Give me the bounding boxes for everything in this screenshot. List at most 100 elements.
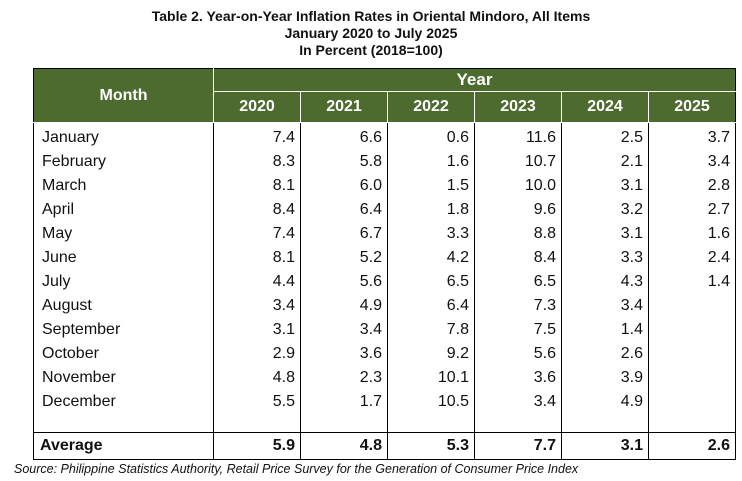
average-value-cell: 2.6 [648,432,736,460]
value-cell: 3.7 [648,122,736,150]
value-cell: 7.8 [387,318,475,342]
average-value-cell: 3.1 [561,432,649,460]
value-cell: 5.6 [474,342,562,366]
average-value-cell: 5.3 [387,432,475,460]
value-cell: 2.5 [561,122,649,150]
value-cell: 3.1 [561,174,649,198]
value-cell: 2.8 [648,174,736,198]
value-cell: 3.4 [561,294,649,318]
month-cell: December [33,390,214,414]
table-row: March 8.1 6.0 1.5 10.0 3.1 2.8 [33,174,736,198]
month-cell: August [33,294,214,318]
value-cell: 2.1 [561,150,649,174]
value-cell: 0.6 [387,122,475,150]
value-cell: 4.9 [561,390,649,414]
value-cell: 3.6 [300,342,388,366]
value-cell: 1.8 [387,198,475,222]
value-cell: 2.9 [213,342,301,366]
value-cell: 6.7 [300,222,388,246]
empty-cell [213,414,301,433]
empty-cell [474,414,562,433]
inflation-table: Month Year 2020 2021 2022 2023 2024 2025 Janu… [33,68,736,460]
value-cell: 7.3 [474,294,562,318]
year-header-2021: 2021 [300,91,388,123]
value-cell [648,294,736,318]
title-line-2: January 2020 to July 2025 [284,25,458,41]
empty-cell [33,414,214,433]
value-cell: 4.8 [213,366,301,390]
empty-cell [561,414,649,433]
average-value-cell: 7.7 [474,432,562,460]
value-cell: 9.6 [474,198,562,222]
value-cell [648,318,736,342]
table-row: December 5.5 1.7 10.5 3.4 4.9 [33,390,736,414]
value-cell: 3.6 [474,366,562,390]
value-cell: 10.0 [474,174,562,198]
value-cell: 2.7 [648,198,736,222]
value-cell: 3.3 [561,246,649,270]
value-cell: 8.3 [213,150,301,174]
value-cell: 3.4 [648,150,736,174]
table-row: October 2.9 3.6 9.2 5.6 2.6 [33,342,736,366]
table-row: September 3.1 3.4 7.8 7.5 1.4 [33,318,736,342]
average-label: Average [33,432,214,460]
value-cell: 7.5 [474,318,562,342]
value-cell [648,390,736,414]
value-cell: 3.4 [213,294,301,318]
value-cell: 3.4 [474,390,562,414]
value-cell: 10.7 [474,150,562,174]
table-title: Table 2. Year-on-Year Inflation Rates in… [0,8,742,59]
value-cell: 1.4 [561,318,649,342]
month-cell: September [33,318,214,342]
value-cell: 2.4 [648,246,736,270]
average-value-cell: 4.8 [300,432,388,460]
value-cell: 4.4 [213,270,301,294]
month-cell: May [33,222,214,246]
table-row: May 7.4 6.7 3.3 8.8 3.1 1.6 [33,222,736,246]
value-cell [648,342,736,366]
value-cell: 1.7 [300,390,388,414]
value-cell: 3.2 [561,198,649,222]
average-value-cell: 5.9 [213,432,301,460]
year-header-row: 2020 2021 2022 2023 2024 2025 [34,91,736,123]
table-row: August 3.4 4.9 6.4 7.3 3.4 [33,294,736,318]
table-row: June 8.1 5.2 4.2 8.4 3.3 2.4 [33,246,736,270]
value-cell: 4.9 [300,294,388,318]
month-cell: January [33,122,214,150]
value-cell: 9.2 [387,342,475,366]
value-cell: 8.1 [213,174,301,198]
table-row: April 8.4 6.4 1.8 9.6 3.2 2.7 [33,198,736,222]
table-row: November 4.8 2.3 10.1 3.6 3.9 [33,366,736,390]
value-cell: 5.2 [300,246,388,270]
year-header-2022: 2022 [387,91,475,123]
value-cell: 6.4 [300,198,388,222]
value-cell: 6.4 [387,294,475,318]
month-cell: March [33,174,214,198]
value-cell: 7.4 [213,122,301,150]
month-cell: June [33,246,214,270]
value-cell: 6.6 [300,122,388,150]
value-cell: 3.1 [213,318,301,342]
year-header-2020: 2020 [213,91,301,123]
month-column-header: Month [33,68,214,123]
empty-cell [648,414,736,433]
empty-cell [300,414,388,433]
value-cell: 8.8 [474,222,562,246]
table-header: Month Year 2020 2021 2022 2023 2024 2025 [33,68,736,123]
value-cell: 1.5 [387,174,475,198]
title-line-3: In Percent (2018=100) [299,42,443,58]
table-row: July 4.4 5.6 6.5 6.5 4.3 1.4 [33,270,736,294]
year-header-2024: 2024 [561,91,649,123]
value-cell: 1.6 [648,222,736,246]
value-cell: 1.6 [387,150,475,174]
value-cell: 4.3 [561,270,649,294]
value-cell [648,366,736,390]
month-cell: April [33,198,214,222]
value-cell: 3.4 [300,318,388,342]
value-cell: 2.6 [561,342,649,366]
empty-cell [387,414,475,433]
value-cell: 11.6 [474,122,562,150]
average-row: Average 5.9 4.8 5.3 7.7 3.1 2.6 [33,432,736,460]
table-row: February 8.3 5.8 1.6 10.7 2.1 3.4 [33,150,736,174]
value-cell: 1.4 [648,270,736,294]
